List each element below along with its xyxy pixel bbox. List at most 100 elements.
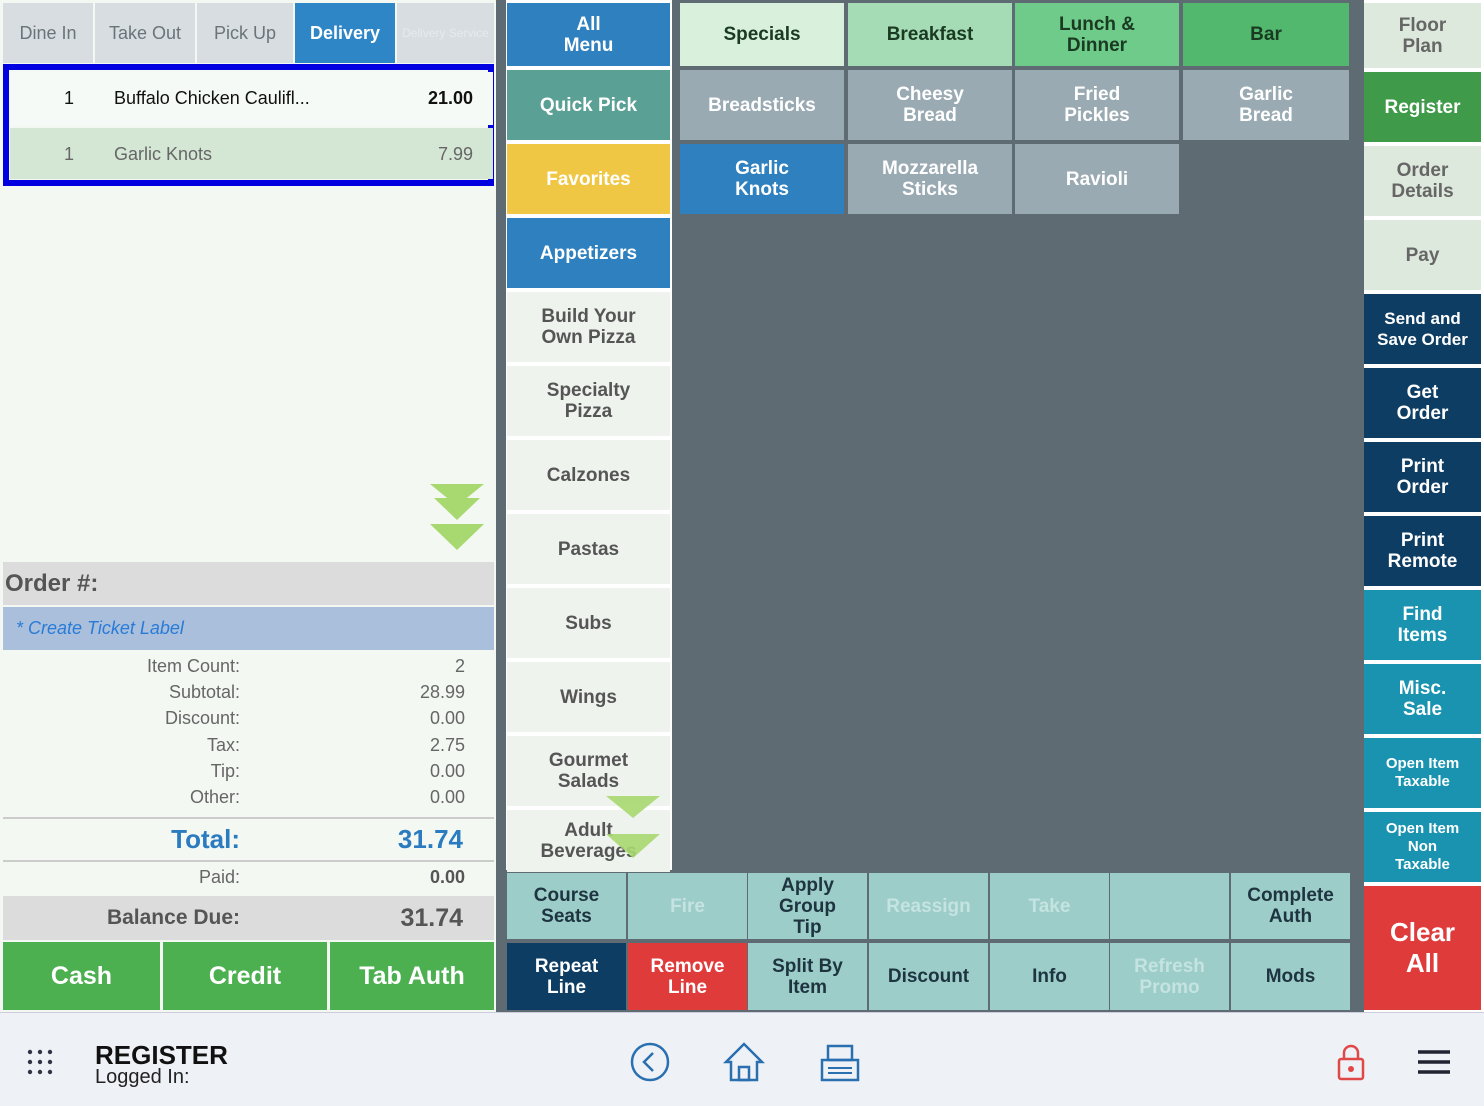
button[interactable]: Floor Plan [1364, 3, 1481, 68]
button[interactable]: Pick Up [197, 3, 293, 63]
item-price: 7.99 [437, 144, 473, 164]
button[interactable]: Pay [1364, 220, 1481, 290]
button[interactable]: Cash [3, 942, 160, 1010]
button[interactable]: Garlic Bread [1183, 70, 1349, 140]
button[interactable]: Take Out [95, 3, 195, 63]
button[interactable]: Build Your Own Pizza [507, 292, 670, 362]
summary-value: 2 [454, 656, 465, 676]
register-icon[interactable] [818, 1042, 862, 1082]
balance-label: Balance Due: [106, 906, 240, 929]
button[interactable]: Send and Save Order [1364, 294, 1481, 364]
item-qty: 1 [64, 88, 75, 108]
summary-label: Item Count: [146, 656, 240, 676]
button[interactable]: Course Seats [507, 873, 626, 939]
summary-value: 2.75 [429, 734, 465, 755]
button[interactable]: Subs [507, 588, 670, 658]
rule [3, 860, 494, 862]
menu-icon[interactable] [1416, 1048, 1452, 1078]
button[interactable]: Tab Auth [330, 942, 494, 1010]
button[interactable]: Breakfast [848, 3, 1012, 66]
button[interactable]: Split By Item [748, 943, 867, 1010]
button[interactable]: Open Item Taxable [1364, 738, 1481, 808]
ticket-bar[interactable] [3, 607, 494, 650]
rule [3, 817, 494, 819]
order-number-bar [3, 562, 494, 605]
total-value: 31.74 [397, 824, 463, 854]
item-qty: 1 [64, 144, 75, 164]
lock-icon[interactable] [1336, 1042, 1366, 1082]
button[interactable]: Fire [628, 873, 747, 939]
button[interactable]: Complete Auth [1231, 873, 1350, 939]
summary-label: Tax: [206, 734, 240, 755]
total-label: Total: [171, 824, 240, 854]
paid-label: Paid: [198, 867, 240, 887]
button[interactable]: Fried Pickles [1015, 70, 1179, 140]
button[interactable]: Open Item Non Taxable [1364, 812, 1481, 882]
balance-value: 31.74 [400, 904, 463, 932]
button[interactable]: Misc. Sale [1364, 664, 1481, 734]
summary-label: Tip: [210, 760, 240, 781]
back-icon[interactable] [630, 1042, 670, 1082]
button[interactable]: Mods [1231, 943, 1350, 1010]
button[interactable]: Print Order [1364, 442, 1481, 512]
button[interactable]: Order Details [1364, 146, 1481, 216]
summary-value: 28.99 [419, 682, 465, 703]
button[interactable]: Gourmet Salads [507, 736, 670, 806]
button[interactable]: Delivery [295, 3, 395, 63]
footer-status: Logged In: [95, 1066, 190, 1088]
button[interactable]: Cheesy Bread [848, 70, 1012, 140]
button[interactable]: Reassign [869, 873, 988, 939]
order-row[interactable] [10, 128, 493, 179]
button[interactable]: Dine In [3, 3, 93, 63]
button[interactable]: Delivery Service [397, 3, 494, 63]
button[interactable]: Discount [869, 943, 988, 1010]
home-icon[interactable] [722, 1040, 766, 1084]
button[interactable]: Favorites [507, 144, 670, 214]
button[interactable]: Calzones [507, 440, 670, 510]
button[interactable]: Info [990, 943, 1109, 1010]
scroll-down-icon[interactable] [428, 484, 486, 552]
button[interactable]: Repeat Line [507, 943, 626, 1010]
empty-button [1110, 873, 1229, 939]
button[interactable]: Appetizers [507, 218, 670, 288]
item-price: 21.00 [427, 88, 473, 108]
button[interactable]: Print Remote [1364, 516, 1481, 586]
button[interactable]: Mozzarella Sticks [848, 144, 1012, 214]
button[interactable]: Remove Line [628, 943, 747, 1010]
divider [1352, 0, 1364, 1012]
balance-bar [3, 896, 494, 940]
scroll-down-icon[interactable] [606, 796, 660, 818]
button[interactable]: Register [1364, 72, 1481, 142]
button[interactable]: Pastas [507, 514, 670, 584]
summary-label: Other: [189, 787, 240, 807]
button[interactable]: Apply Group Tip [748, 873, 867, 939]
button[interactable]: Clear All [1364, 886, 1481, 1010]
button[interactable]: Lunch & Dinner [1015, 3, 1179, 66]
button[interactable]: Find Items [1364, 590, 1481, 660]
order-row[interactable] [10, 72, 493, 125]
button[interactable]: Ravioli [1015, 144, 1179, 214]
button[interactable]: Garlic Knots [680, 144, 844, 214]
ticket-label: * Create Ticket Label [16, 618, 184, 638]
button[interactable]: Wings [507, 662, 670, 732]
button[interactable]: Breadsticks [680, 70, 844, 140]
button[interactable]: All Menu [507, 3, 670, 66]
button[interactable]: Quick Pick [507, 70, 670, 140]
order-number-label: Order #: [5, 570, 99, 597]
button[interactable]: Specialty Pizza [507, 366, 670, 436]
button[interactable]: Refresh Promo [1110, 943, 1229, 1010]
button[interactable]: Get Order [1364, 368, 1481, 438]
scroll-down-icon[interactable] [606, 834, 660, 858]
summary-value: 0.00 [429, 708, 465, 729]
button[interactable]: Take [990, 873, 1109, 939]
footer-title: REGISTER [95, 1040, 228, 1070]
button[interactable]: Specials [680, 3, 844, 66]
button[interactable]: Bar [1183, 3, 1349, 66]
selection-box [3, 64, 494, 186]
button[interactable]: Credit [163, 942, 327, 1010]
apps-icon[interactable] [26, 1048, 56, 1078]
summary-value: 0.00 [429, 760, 465, 781]
item-name: Buffalo Chicken Caulifl... [114, 88, 310, 108]
item-name: Garlic Knots [114, 144, 213, 164]
